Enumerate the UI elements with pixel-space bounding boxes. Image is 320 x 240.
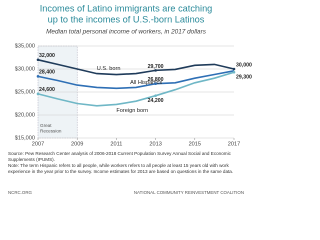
- series-line: [37, 59, 235, 76]
- x-tick-label: 2013: [149, 141, 161, 147]
- series-line: [37, 71, 235, 107]
- recession-label: Great: [40, 123, 52, 128]
- x-tick-label: 2017: [228, 141, 240, 147]
- value-label: 28,400: [39, 70, 55, 76]
- value-label: 32,000: [39, 53, 55, 59]
- chart-title: Incomes of Latino immigrants are catchin…: [40, 3, 213, 13]
- x-tick-label: 2011: [110, 141, 122, 147]
- notes: Source: Pew Research Center analysis of …: [8, 151, 244, 175]
- y-tick-label: $35,000: [15, 43, 35, 49]
- x-tick-label: 2007: [32, 141, 44, 147]
- value-label: 24,600: [39, 87, 55, 93]
- value-label: 26,800: [148, 77, 164, 83]
- source: Source: Pew Research Center analysis of …: [8, 151, 231, 162]
- footer-left: NCRC.ORG: [8, 190, 32, 195]
- x-tick-label: 2015: [189, 141, 201, 147]
- value-label: 30,000: [236, 62, 252, 68]
- point: [154, 94, 157, 97]
- value-label: 24,200: [148, 98, 164, 104]
- series-name: All Hispanics: [130, 80, 162, 86]
- chart-title: up to the incomes of U.S.-born Latinos: [48, 14, 205, 24]
- chart: Incomes of Latino immigrants are catchin…: [15, 3, 252, 147]
- point: [36, 92, 40, 96]
- y-tick-label: $25,000: [15, 89, 35, 95]
- footer-right: NATIONAL COMMUNITY REINVESTMENT COALITIO…: [133, 190, 244, 195]
- value-label: 29,300: [236, 75, 252, 81]
- point: [36, 58, 40, 62]
- point: [36, 75, 40, 78]
- y-tick-label: $15,000: [15, 135, 35, 141]
- point: [232, 67, 236, 71]
- value-label: 29,700: [148, 64, 164, 70]
- point: [232, 70, 236, 74]
- recession-label: Recession: [40, 129, 62, 134]
- chart-subtitle: Median total personal income of workers,…: [46, 29, 207, 36]
- series-line: [37, 70, 235, 90]
- page: Incomes of Latino immigrants are catchin…: [8, 3, 252, 195]
- point: [154, 82, 157, 86]
- y-tick-label: $20,000: [15, 112, 35, 118]
- series-name: U.S. born: [97, 66, 121, 72]
- note: Note: The term Hispanic refers to all pe…: [8, 163, 234, 174]
- x-tick-label: 2009: [71, 141, 83, 147]
- series-name: Foreign born: [116, 108, 148, 114]
- point: [154, 69, 157, 72]
- y-tick-label: $30,000: [15, 66, 35, 72]
